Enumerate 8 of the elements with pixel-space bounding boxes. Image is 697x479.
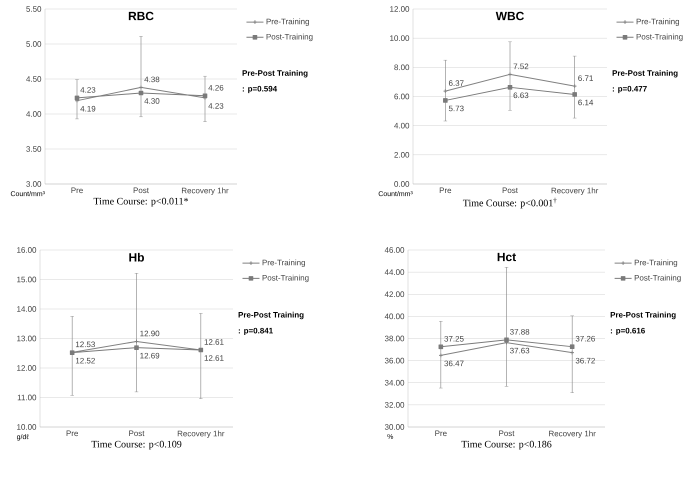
chart-title: Hct xyxy=(498,252,516,262)
x-axis-title: Time Course: p<0.186 xyxy=(461,440,552,450)
x-axis-title: Time Course: p<0.001$^{†}$ xyxy=(462,198,557,208)
chart-title: RBC xyxy=(128,12,154,20)
chart-title: Hb xyxy=(129,252,144,262)
x-axis-title: Time Course: p<0.109 xyxy=(91,440,182,450)
x-axis-title: Time Course: p<0.011* xyxy=(94,198,188,207)
chart-title: WBC xyxy=(496,12,524,20)
